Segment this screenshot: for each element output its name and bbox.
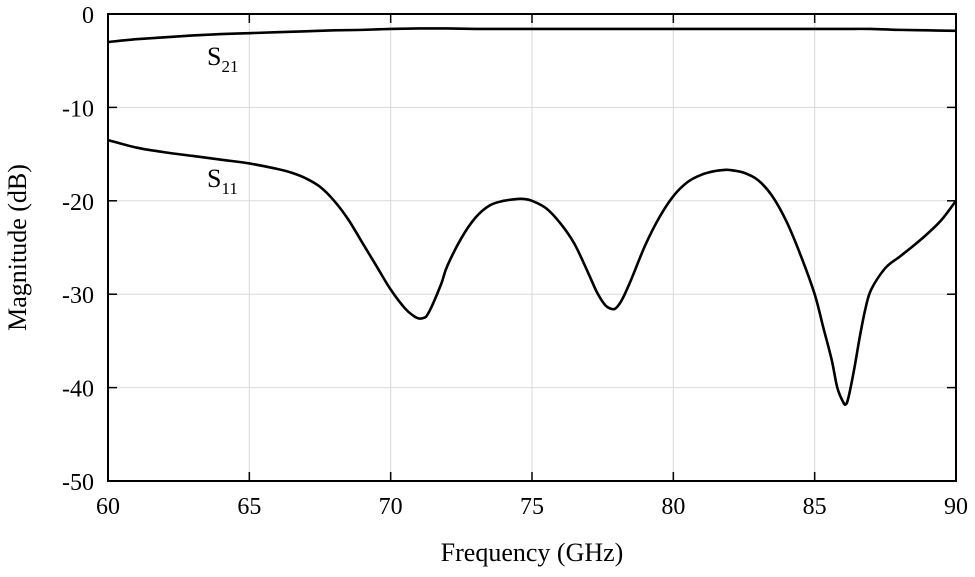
y-tick-label: -10 bbox=[62, 96, 94, 122]
series-line-s11 bbox=[107, 138, 958, 406]
grid bbox=[107, 13, 957, 482]
series-annotations: S21 S11 bbox=[207, 42, 238, 198]
x-tick-label: 60 bbox=[96, 494, 120, 520]
y-tick-label: 0 bbox=[82, 3, 94, 29]
axis-ticks bbox=[107, 13, 957, 482]
x-tick-label: 80 bbox=[661, 494, 685, 520]
x-axis-title: Frequency (GHz) bbox=[441, 538, 624, 567]
x-tick-label: 75 bbox=[520, 494, 544, 520]
y-tick-label: -50 bbox=[62, 470, 94, 496]
x-tick-label: 70 bbox=[379, 494, 403, 520]
label-s21: S21 bbox=[207, 42, 238, 76]
y-axis-title: Magnitude (dB) bbox=[3, 164, 32, 331]
series-lines bbox=[107, 27, 958, 406]
y-tick-label: -40 bbox=[62, 377, 94, 403]
y-tick-label: -20 bbox=[62, 190, 94, 216]
x-tick-label: 90 bbox=[944, 494, 968, 520]
y-tick-label: -30 bbox=[62, 283, 94, 309]
label-s11: S11 bbox=[207, 164, 238, 198]
tick-labels: 60 65 70 75 80 85 90 0 -10 -20 -30 -40 -50 bbox=[62, 3, 968, 520]
x-tick-label: 65 bbox=[237, 494, 261, 520]
series-line-s21 bbox=[107, 27, 957, 44]
x-tick-label: 85 bbox=[803, 494, 827, 520]
